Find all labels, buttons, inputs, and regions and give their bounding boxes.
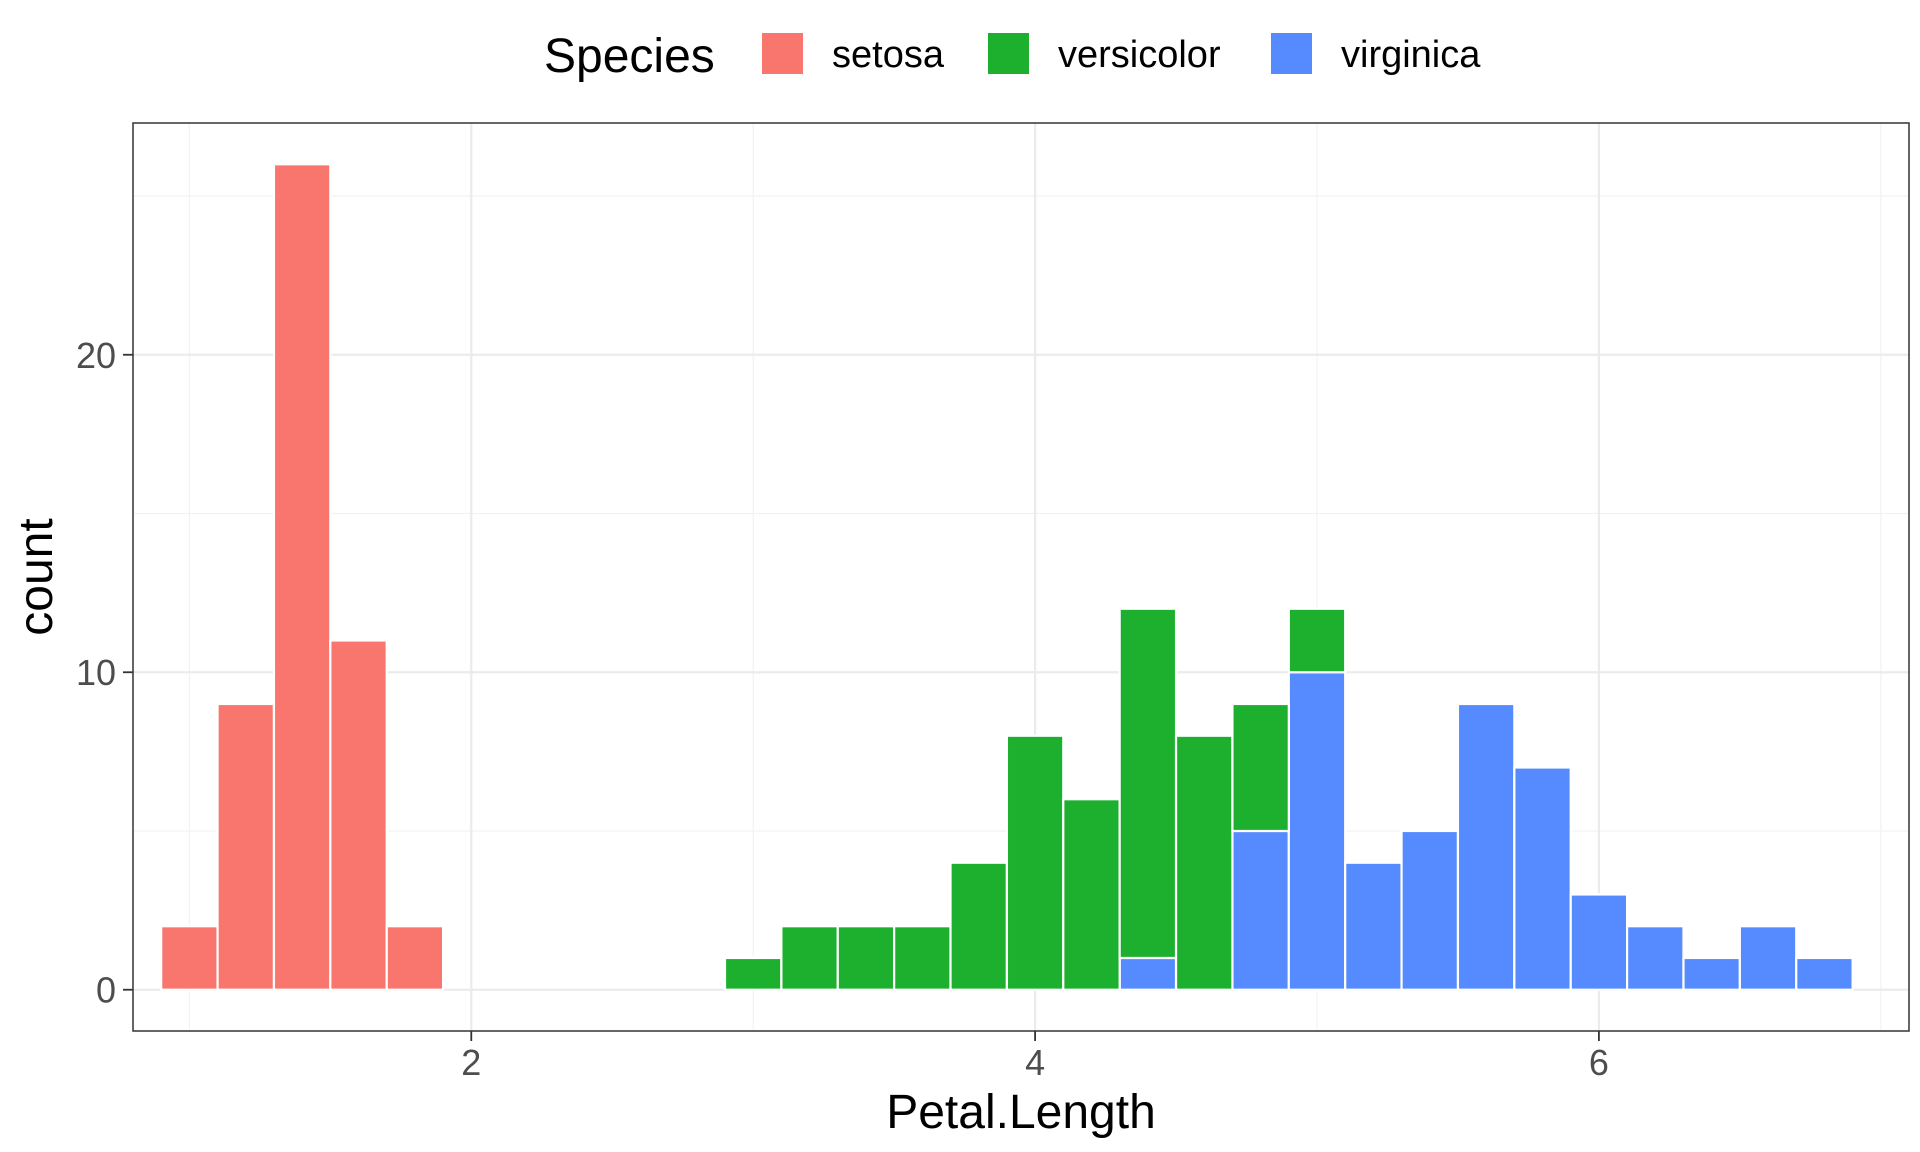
bar-setosa-1.40 xyxy=(272,163,332,991)
bar-versicolor-3.60 xyxy=(893,925,952,991)
bar-virginica-4.80 xyxy=(1231,829,1290,991)
plot-panel xyxy=(132,122,1910,1032)
legend-key-setosa xyxy=(762,33,803,74)
legend-title: Species xyxy=(544,30,715,83)
bar-versicolor-3.80 xyxy=(949,861,1009,991)
bar-setosa-1.60 xyxy=(329,639,388,991)
x-tick-label: 2 xyxy=(461,1042,481,1083)
bar-setosa-1.80 xyxy=(385,925,445,991)
bar-virginica-5.80 xyxy=(1513,766,1572,991)
legend-key-versicolor xyxy=(988,33,1029,74)
y-tick-label: 0 xyxy=(96,970,116,1011)
x-axis-label: Petal.Length xyxy=(886,1086,1156,1139)
bar-virginica-4.40 xyxy=(1118,956,1178,991)
bar-versicolor-4.00 xyxy=(1005,734,1065,991)
bar-versicolor-3.40 xyxy=(836,925,896,991)
bar-setosa-1.00 xyxy=(160,925,219,991)
legend-label-virginica: virginica xyxy=(1341,34,1481,76)
minor-gridlines xyxy=(133,123,1909,1031)
legend-label-versicolor: versicolor xyxy=(1058,34,1221,76)
bar-virginica-6.60 xyxy=(1738,925,1798,991)
bar-virginica-5.20 xyxy=(1344,861,1403,991)
bar-versicolor-5.00 xyxy=(1287,607,1347,674)
y-axis: 0 10 20 xyxy=(76,335,133,1011)
plot-border xyxy=(132,122,1910,1032)
bar-virginica-6.20 xyxy=(1625,925,1685,991)
bar-versicolor-4.60 xyxy=(1174,734,1234,991)
x-tick-label: 4 xyxy=(1025,1042,1045,1083)
bar-versicolor-3.20 xyxy=(780,925,839,991)
bar-versicolor-4.20 xyxy=(1062,798,1121,991)
bar-setosa-1.20 xyxy=(216,702,276,991)
x-tick-label: 6 xyxy=(1589,1042,1609,1083)
bar-versicolor-3.00 xyxy=(723,956,783,991)
legend-key-virginica xyxy=(1271,33,1312,74)
legend-label-setosa: setosa xyxy=(832,34,945,76)
histogram-bars xyxy=(160,163,1854,991)
bar-virginica-6.00 xyxy=(1569,893,1629,991)
bar-virginica-5.60 xyxy=(1456,702,1516,991)
bar-virginica-6.80 xyxy=(1795,956,1854,991)
legend: Species setosa versicolor virginica xyxy=(544,30,1481,83)
bar-versicolor-4.40 xyxy=(1118,607,1178,960)
y-tick-label: 20 xyxy=(76,335,116,376)
y-axis-label: count xyxy=(10,518,63,635)
bar-versicolor-4.80 xyxy=(1231,702,1290,833)
bar-virginica-5.00 xyxy=(1287,671,1347,991)
y-tick-label: 10 xyxy=(76,652,116,693)
x-axis: 2 4 6 xyxy=(461,1031,1609,1083)
bar-virginica-5.40 xyxy=(1400,829,1460,991)
bar-virginica-6.40 xyxy=(1682,956,1741,991)
